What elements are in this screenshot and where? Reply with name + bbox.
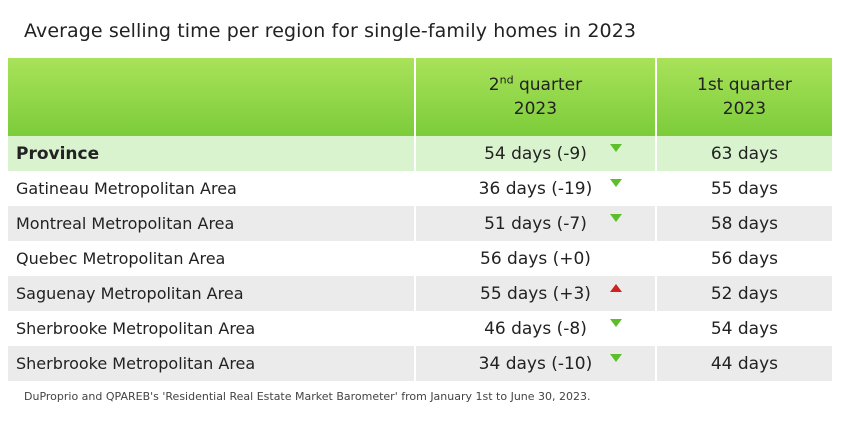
trend-down-icon	[610, 144, 623, 152]
q2-value: 51 days (-7)	[484, 213, 587, 234]
chart-title: Average selling time per region for sing…	[24, 20, 637, 42]
q2-cell: 51 days (-7)	[414, 206, 655, 241]
trend-down-icon	[610, 354, 623, 362]
data-table: 2nd quarter 2023 1st quarter 2023 Provin…	[8, 58, 832, 381]
header-q2-prefix: 2	[488, 75, 500, 95]
region-cell: Province	[16, 143, 100, 164]
q1-cell: 58 days	[654, 206, 832, 241]
table-row: Montreal Metropolitan Area 51 days (-7) 58…	[8, 206, 832, 241]
q2-value: 55 days (+3)	[480, 283, 591, 304]
trend-up-icon	[610, 284, 623, 292]
q2-value: 46 days (-8)	[484, 318, 587, 339]
header-q1-year: 2023	[722, 99, 767, 119]
region-cell: Quebec Metropolitan Area	[16, 249, 226, 268]
q1-cell: 55 days	[654, 171, 832, 206]
q2-value: 56 days (+0)	[480, 248, 591, 269]
header-q1: 1st quarter 2023	[654, 58, 832, 136]
q2-cell: 34 days (-10)	[414, 346, 655, 381]
q1-cell: 52 days	[654, 276, 832, 311]
header-q2: 2nd quarter 2023	[414, 58, 655, 136]
region-cell: Montreal Metropolitan Area	[16, 214, 235, 233]
region-cell: Saguenay Metropolitan Area	[16, 284, 244, 303]
trend-down-icon	[610, 319, 623, 327]
q2-cell: 36 days (-19)	[414, 171, 655, 206]
q2-cell: 56 days (+0)	[414, 241, 655, 276]
q2-value: 34 days (-10)	[478, 353, 593, 374]
header-q1-label: 1st quarter	[697, 75, 792, 95]
q1-cell: 54 days	[654, 311, 832, 346]
table-row: Sherbrooke Metropolitan Area 34 days (-10…	[8, 346, 832, 381]
q1-cell: 44 days	[654, 346, 832, 381]
trend-down-icon	[610, 179, 623, 187]
q2-value: 36 days (-19)	[478, 178, 593, 199]
table-row: Gatineau Metropolitan Area 36 days (-19) 5…	[8, 171, 832, 206]
region-cell: Sherbrooke Metropolitan Area	[16, 319, 256, 338]
trend-down-icon	[610, 214, 623, 222]
region-cell: Gatineau Metropolitan Area	[16, 179, 237, 198]
q2-value: 54 days (-9)	[484, 143, 587, 164]
table-body: Province 54 days (-9) 63 days Gatineau Metr…	[8, 136, 832, 381]
table-row: Saguenay Metropolitan Area 55 days (+3) 52…	[8, 276, 832, 311]
source-note: DuProprio and QPAREB's 'Residential Real…	[24, 390, 591, 403]
q1-cell: 56 days	[654, 241, 832, 276]
header-q2-year: 2023	[513, 99, 558, 119]
q2-cell: 46 days (-8)	[414, 311, 655, 346]
q2-cell: 54 days (-9)	[414, 136, 655, 171]
header-q2-rest: quarter	[513, 75, 583, 95]
region-cell: Sherbrooke Metropolitan Area	[16, 354, 256, 373]
q1-cell: 63 days	[654, 136, 832, 171]
header-q2-sup: nd	[499, 73, 514, 87]
q2-cell: 55 days (+3)	[414, 276, 655, 311]
header-region	[8, 58, 414, 136]
table-row: Sherbrooke Metropolitan Area 46 days (-8)…	[8, 311, 832, 346]
table-row: Quebec Metropolitan Area 56 days (+0) 56 d…	[8, 241, 832, 276]
table-header: 2nd quarter 2023 1st quarter 2023	[8, 58, 832, 136]
table-row: Province 54 days (-9) 63 days	[8, 136, 832, 171]
